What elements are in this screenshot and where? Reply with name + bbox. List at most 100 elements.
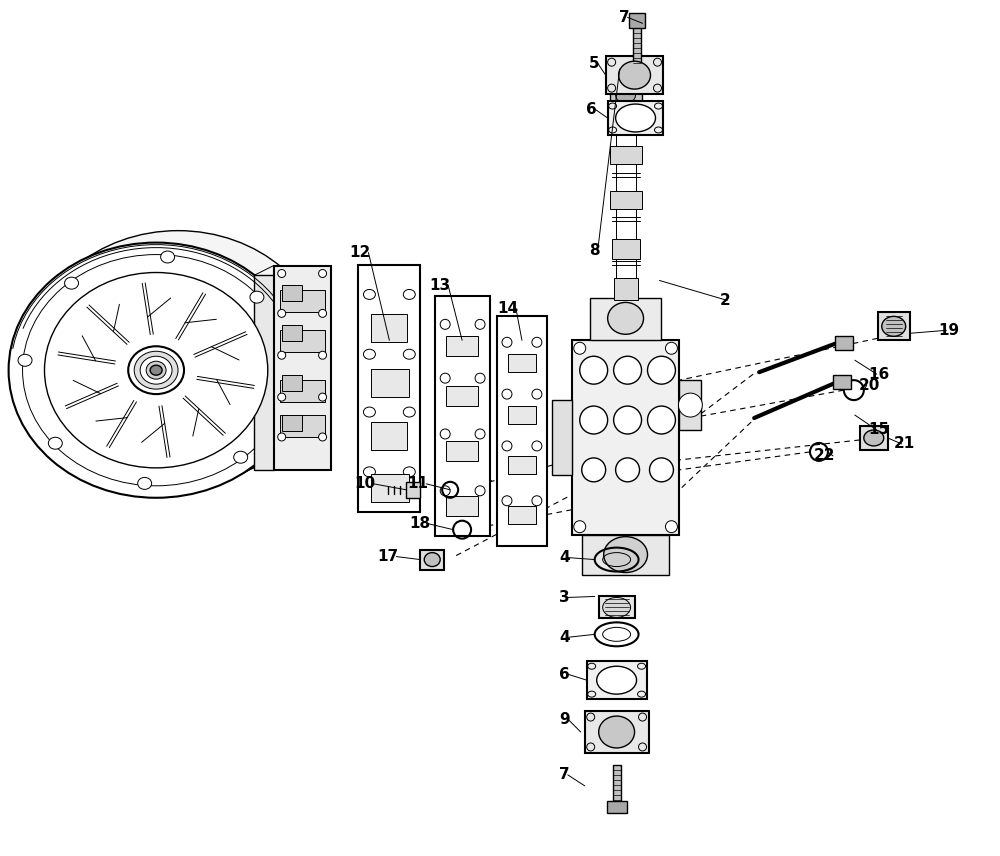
Ellipse shape [440,486,450,496]
Ellipse shape [278,351,286,360]
Bar [614,278,638,300]
Ellipse shape [665,520,677,532]
Bar [371,314,407,342]
Ellipse shape [134,351,178,389]
Ellipse shape [440,373,450,383]
Ellipse shape [614,356,642,384]
Text: 16: 16 [869,366,890,382]
Text: 4: 4 [559,550,570,565]
Ellipse shape [319,393,327,401]
Bar [358,265,420,512]
Text: 21: 21 [894,437,915,451]
Ellipse shape [502,441,512,451]
Bar [612,96,640,118]
Ellipse shape [532,337,542,348]
Ellipse shape [250,291,264,303]
Text: 7: 7 [619,9,630,25]
Text: 7: 7 [559,767,570,782]
Bar [633,27,641,65]
Bar [590,299,661,341]
Text: 4: 4 [559,630,570,645]
Ellipse shape [278,309,286,318]
Ellipse shape [363,349,375,360]
Ellipse shape [31,230,326,486]
Text: 12: 12 [349,245,370,260]
Bar [508,506,536,524]
Bar [282,325,302,342]
Ellipse shape [150,366,162,375]
Ellipse shape [532,441,542,451]
Ellipse shape [138,478,152,490]
Ellipse shape [603,597,631,617]
Bar [860,426,888,450]
Ellipse shape [403,467,415,477]
Text: 20: 20 [859,377,880,393]
Ellipse shape [580,406,608,434]
Bar [280,415,325,437]
Ellipse shape [608,302,644,335]
Bar [552,400,572,475]
Bar [371,422,407,450]
Bar [608,101,663,135]
Ellipse shape [475,429,485,439]
Bar [446,441,478,461]
Ellipse shape [319,309,327,318]
Ellipse shape [475,373,485,383]
Ellipse shape [574,520,586,532]
Text: 2: 2 [719,293,730,308]
Text: 10: 10 [354,476,375,491]
Text: 9: 9 [559,711,570,727]
Ellipse shape [278,433,286,441]
Ellipse shape [23,254,290,486]
Bar [599,597,635,618]
Ellipse shape [278,270,286,277]
Ellipse shape [161,251,175,263]
Ellipse shape [599,716,635,748]
Bar [282,375,302,391]
Bar [280,290,325,312]
Ellipse shape [532,496,542,506]
Ellipse shape [424,553,440,567]
Ellipse shape [66,260,290,456]
Ellipse shape [604,537,648,573]
Ellipse shape [18,354,32,366]
Ellipse shape [616,458,640,482]
Ellipse shape [363,407,375,417]
Bar [282,415,302,431]
Ellipse shape [234,451,248,463]
Bar [406,482,420,498]
Bar [420,550,444,569]
Ellipse shape [403,407,415,417]
Text: 18: 18 [409,516,430,532]
Bar [607,800,627,812]
Ellipse shape [597,666,637,694]
Ellipse shape [619,61,651,89]
Bar [282,285,302,301]
Bar [274,265,331,470]
Bar [606,56,663,94]
Ellipse shape [319,270,327,277]
Ellipse shape [616,104,655,132]
Text: 5: 5 [589,56,600,71]
Text: 19: 19 [939,323,960,338]
Ellipse shape [502,337,512,348]
Ellipse shape [128,347,184,394]
Text: 15: 15 [869,423,890,437]
Ellipse shape [48,437,62,449]
Bar [446,386,478,406]
Ellipse shape [363,467,375,477]
Bar [508,456,536,474]
Bar [610,86,642,104]
Bar [616,91,636,320]
Bar [280,330,325,353]
Text: 6: 6 [559,667,570,681]
Ellipse shape [882,317,906,336]
Ellipse shape [864,430,884,446]
Bar [446,496,478,515]
Bar [610,146,642,163]
Bar [613,765,621,806]
Bar [835,336,853,350]
Ellipse shape [475,319,485,330]
Ellipse shape [648,406,675,434]
Bar [582,535,669,574]
